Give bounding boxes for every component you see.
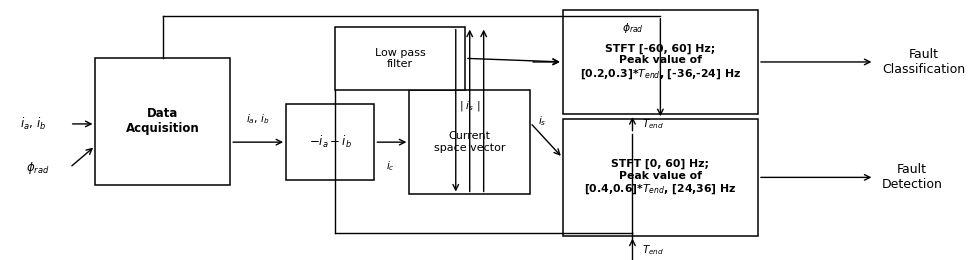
Text: STFT [0, 60] Hz;
Peak value of
[0.4,0.6]*$T_{end}$, [24,36] Hz: STFT [0, 60] Hz; Peak value of [0.4,0.6]… xyxy=(584,159,736,196)
Text: Fault
Detection: Fault Detection xyxy=(881,163,943,191)
Text: $T_{end}$: $T_{end}$ xyxy=(642,117,664,131)
Text: $i_c$: $i_c$ xyxy=(386,159,394,173)
Text: $\phi_{rad}$: $\phi_{rad}$ xyxy=(621,21,644,35)
Text: $\phi_{rad}$: $\phi_{rad}$ xyxy=(26,160,50,176)
FancyBboxPatch shape xyxy=(286,105,374,180)
FancyBboxPatch shape xyxy=(409,90,530,194)
Text: $i_a,\, i_b$: $i_a,\, i_b$ xyxy=(20,116,47,132)
FancyBboxPatch shape xyxy=(563,10,758,114)
Text: Current
space vector: Current space vector xyxy=(434,131,506,153)
FancyBboxPatch shape xyxy=(335,27,465,90)
Text: $T_{end}$: $T_{end}$ xyxy=(642,243,664,257)
Text: Data
Acquisition: Data Acquisition xyxy=(126,107,200,135)
Text: Fault
Classification: Fault Classification xyxy=(881,48,965,76)
Text: STFT [-60, 60] Hz;
Peak value of
[0.2,0.3]*$T_{end}$, [-36,-24] Hz: STFT [-60, 60] Hz; Peak value of [0.2,0.… xyxy=(580,43,741,81)
Text: $i_s$: $i_s$ xyxy=(538,114,546,128)
Text: $|\ i_s\ |$: $|\ i_s\ |$ xyxy=(459,99,480,113)
Text: $i_a,\, i_b$: $i_a,\, i_b$ xyxy=(246,113,270,126)
Text: Low pass
filter: Low pass filter xyxy=(375,48,426,69)
FancyBboxPatch shape xyxy=(563,119,758,236)
FancyBboxPatch shape xyxy=(95,58,230,185)
Text: $-i_a - i_b$: $-i_a - i_b$ xyxy=(309,134,352,150)
